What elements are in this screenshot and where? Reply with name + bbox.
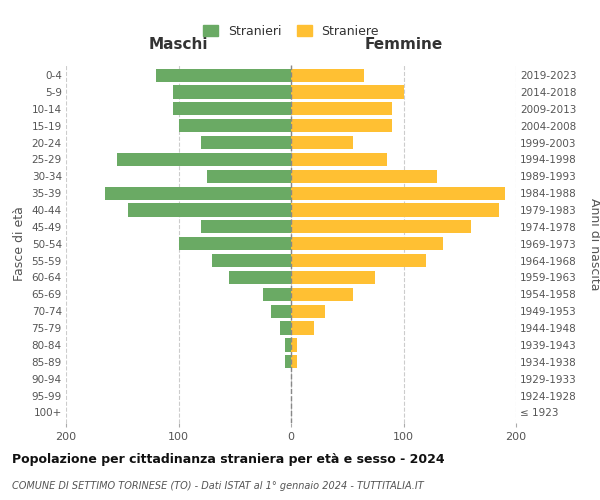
Bar: [106, 186, 291, 200]
Bar: [291, 153, 386, 166]
Bar: [179, 237, 291, 250]
Bar: [291, 338, 296, 351]
Bar: [116, 153, 291, 166]
Bar: [173, 86, 291, 98]
Bar: [291, 355, 296, 368]
Bar: [271, 304, 291, 318]
Bar: [156, 68, 291, 82]
Text: Popolazione per cittadinanza straniera per età e sesso - 2024: Popolazione per cittadinanza straniera p…: [12, 452, 445, 466]
Y-axis label: Anni di nascita: Anni di nascita: [588, 198, 600, 290]
Text: Maschi: Maschi: [149, 38, 208, 52]
Bar: [291, 304, 325, 318]
Bar: [291, 86, 404, 98]
Bar: [286, 338, 291, 351]
Legend: Stranieri, Straniere: Stranieri, Straniere: [203, 25, 379, 38]
Bar: [291, 204, 499, 216]
Bar: [212, 254, 291, 267]
Bar: [206, 170, 291, 183]
Bar: [173, 102, 291, 116]
Text: Femmine: Femmine: [364, 38, 443, 52]
Bar: [291, 271, 376, 284]
Bar: [291, 119, 392, 132]
Bar: [291, 186, 505, 200]
Bar: [201, 136, 291, 149]
Bar: [201, 220, 291, 234]
Bar: [291, 220, 471, 234]
Bar: [179, 119, 291, 132]
Bar: [286, 355, 291, 368]
Bar: [291, 136, 353, 149]
Bar: [229, 271, 291, 284]
Bar: [280, 322, 291, 334]
Bar: [291, 102, 392, 116]
Bar: [291, 254, 426, 267]
Text: COMUNE DI SETTIMO TORINESE (TO) - Dati ISTAT al 1° gennaio 2024 - TUTTITALIA.IT: COMUNE DI SETTIMO TORINESE (TO) - Dati I…: [12, 481, 424, 491]
Bar: [291, 68, 364, 82]
Bar: [291, 170, 437, 183]
Bar: [291, 237, 443, 250]
Bar: [263, 288, 291, 301]
Bar: [128, 204, 291, 216]
Bar: [291, 288, 353, 301]
Y-axis label: Fasce di età: Fasce di età: [13, 206, 26, 281]
Bar: [291, 322, 314, 334]
